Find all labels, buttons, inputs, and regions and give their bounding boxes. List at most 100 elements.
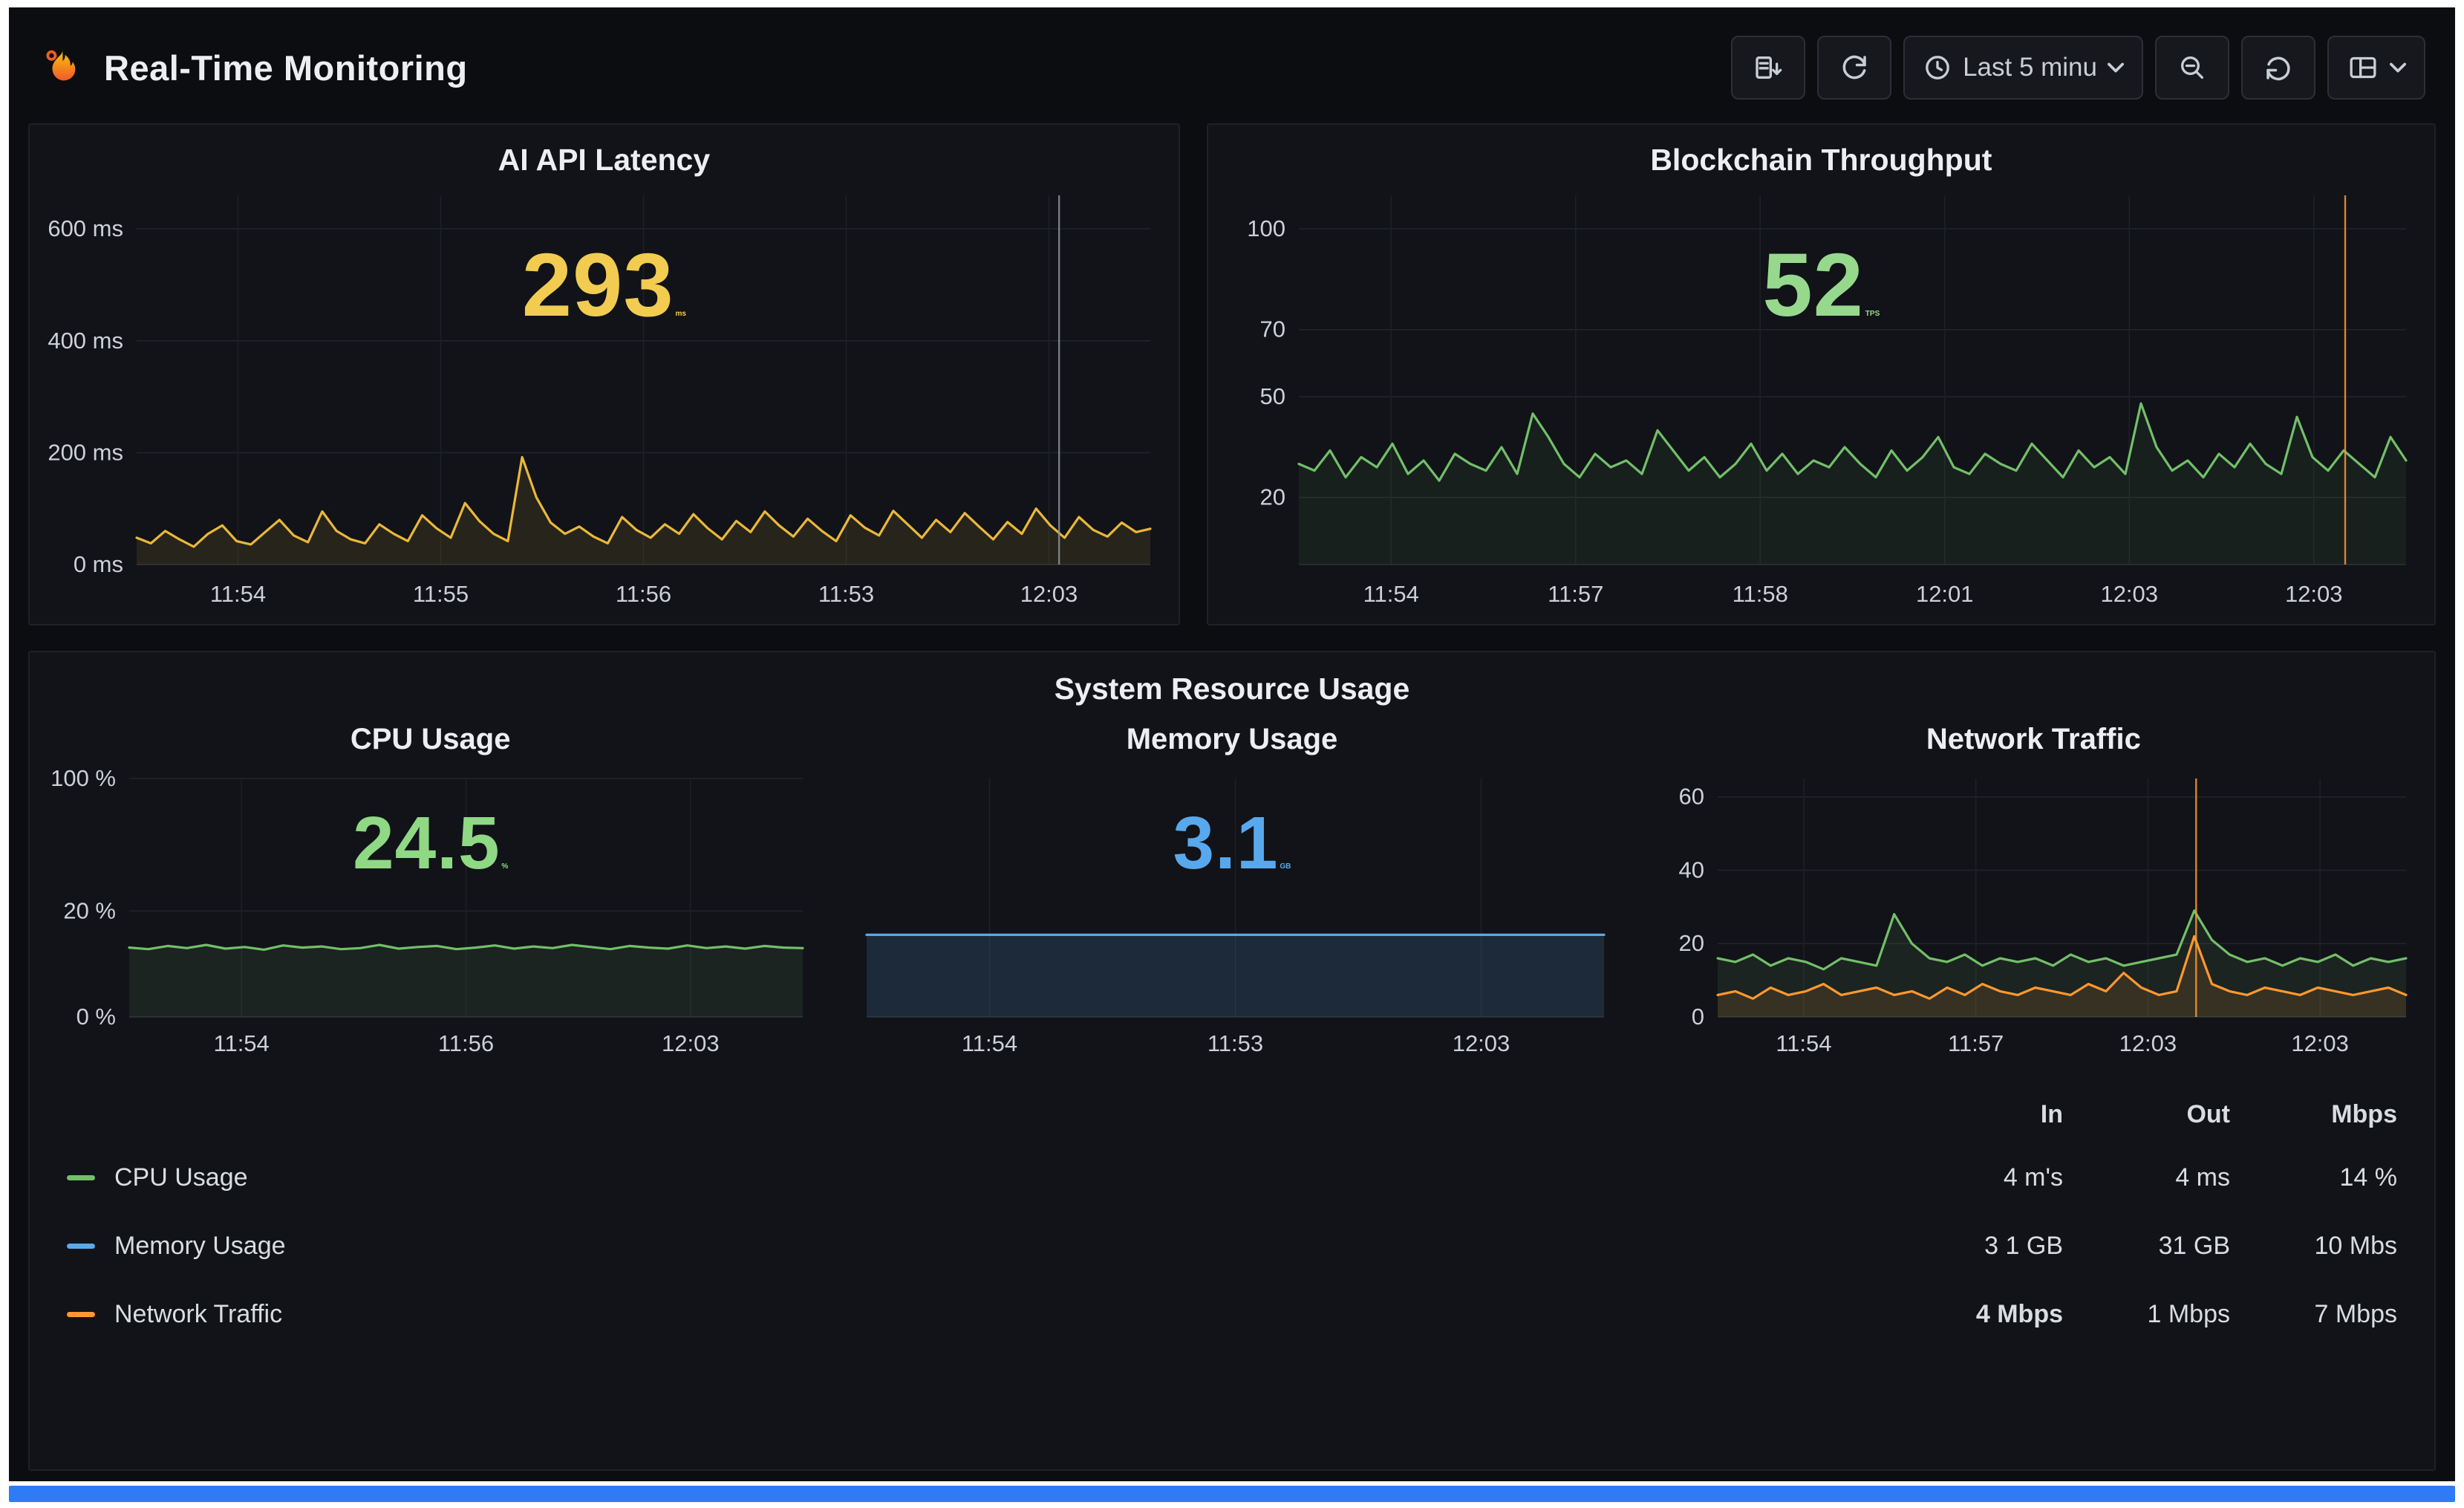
- toolbar: Last 5 minu: [1731, 36, 2425, 100]
- legend-label-memory[interactable]: Memory Usage: [67, 1232, 1896, 1261]
- clock-icon: [1926, 56, 1949, 79]
- memory-usage-sub-panel: Memory Usage 11:54 11:53 12:03 3.1 GB: [847, 717, 1616, 1066]
- legend-value: 3 1 GB: [1984, 1231, 2063, 1260]
- panel-list-icon: [1756, 56, 1782, 79]
- sub-panel-title: Network Traffic: [1926, 723, 2141, 755]
- time-range-label: Last 5 minu: [1963, 53, 2097, 82]
- svg-text:100: 100: [1247, 215, 1285, 241]
- cpu-chart-area: 100 % 20 % 0 % 11:54 11:56 12:03 24.5%: [46, 768, 815, 1066]
- svg-text:100 %: 100 %: [50, 768, 116, 791]
- svg-text:12:03: 12:03: [2285, 581, 2343, 607]
- legend-value: 4 m's: [2003, 1163, 2063, 1192]
- legend-label-network[interactable]: Network Traffic: [67, 1300, 1896, 1329]
- throughput-chart[interactable]: 100 70 50 20 11:54 11:57 11:58 12:01 12:03 12:03: [1225, 185, 2418, 617]
- svg-text:12:01: 12:01: [1916, 581, 1974, 607]
- cycle-icon: [1842, 55, 1866, 79]
- panel-title: AI API Latency: [498, 143, 711, 177]
- section-title: System Resource Usage: [1054, 672, 1410, 706]
- svg-text:20 %: 20 %: [63, 897, 116, 923]
- memory-chart-area: 11:54 11:53 12:03 3.1 GB: [847, 768, 1616, 1066]
- svg-text:11:55: 11:55: [413, 581, 469, 607]
- legend-value: 10 Mbs: [2314, 1231, 2398, 1260]
- network-series-swatch: [67, 1311, 95, 1317]
- dashboard: Real-Time Monitoring: [9, 7, 2455, 1481]
- legend-header-out[interactable]: Out: [2186, 1099, 2230, 1128]
- layout-picker-button[interactable]: [2327, 36, 2425, 100]
- svg-text:11:56: 11:56: [616, 581, 671, 607]
- refresh-button[interactable]: [2241, 36, 2315, 100]
- layout-icon: [2350, 56, 2376, 79]
- zoom-out-button[interactable]: [2155, 36, 2229, 100]
- svg-text:12:03: 12:03: [2291, 1030, 2349, 1056]
- resource-charts-row: CPU Usage 100 % 20 % 0 % 11:54 11:56 12:03 24…: [46, 717, 2418, 1066]
- throughput-chart-area: 100 70 50 20 11:54 11:57 11:58 12:01 12:03 12:03 …: [1225, 185, 2418, 617]
- svg-text:200 ms: 200 ms: [48, 439, 123, 465]
- legend-value: 1 Mbps: [2147, 1299, 2231, 1328]
- legend-label-text: CPU Usage: [114, 1163, 248, 1192]
- cpu-usage-sub-panel: CPU Usage 100 % 20 % 0 % 11:54 11:56 12:03 24…: [46, 717, 815, 1066]
- svg-text:11:58: 11:58: [1732, 581, 1787, 607]
- svg-text:70: 70: [1259, 316, 1285, 342]
- page-title: Real-Time Monitoring: [104, 48, 468, 88]
- svg-text:12:03: 12:03: [662, 1030, 720, 1056]
- grafana-logo-icon[interactable]: [39, 46, 82, 89]
- chevron-down-icon: [2390, 62, 2406, 73]
- svg-text:12:03: 12:03: [1020, 581, 1078, 607]
- svg-text:20: 20: [1678, 930, 1704, 956]
- svg-text:0: 0: [1691, 1004, 1704, 1030]
- svg-text:11:56: 11:56: [438, 1030, 494, 1056]
- svg-text:400 ms: 400 ms: [48, 328, 123, 354]
- panel-blockchain-throughput: Blockchain Throughput 100 70 50 20 11:54 11:5…: [1206, 123, 2436, 625]
- svg-text:600 ms: 600 ms: [48, 215, 123, 241]
- legend-label-cpu[interactable]: CPU Usage: [67, 1163, 1896, 1192]
- sub-panel-title: Memory Usage: [1126, 723, 1338, 755]
- svg-text:11:57: 11:57: [1548, 581, 1603, 607]
- network-chart[interactable]: 60 40 20 0 11:54 11:57 12:03 12:03: [1649, 768, 2418, 1066]
- svg-text:12:03: 12:03: [2119, 1030, 2177, 1056]
- legend-label-text: Network Traffic: [114, 1299, 283, 1328]
- svg-text:12:03: 12:03: [2100, 581, 2158, 607]
- cpu-chart[interactable]: 100 % 20 % 0 % 11:54 11:56 12:03: [46, 768, 815, 1066]
- network-traffic-sub-panel: Network Traffic 60 40 20 0 11:54 11:57 12:03 12…: [1649, 717, 2418, 1066]
- panel-system-resource-usage: System Resource Usage CPU Usage 100 % 20 …: [28, 651, 2436, 1471]
- legend-row-cpu: CPU Usage 4 m's 4 ms 14 %: [53, 1143, 2411, 1212]
- legend-value: 4 ms: [2175, 1163, 2230, 1192]
- memory-chart[interactable]: 11:54 11:53 12:03: [847, 768, 1616, 1066]
- legend-value: 7 Mbps: [2314, 1299, 2398, 1328]
- svg-text:60: 60: [1678, 784, 1704, 810]
- svg-text:50: 50: [1259, 383, 1285, 409]
- latency-chart[interactable]: 600 ms 400 ms 200 ms 0 ms 11:54 11:55 11:56 11:…: [46, 185, 1162, 617]
- legend-row-memory: Memory Usage 3 1 GB 31 GB 10 Mbs: [53, 1212, 2411, 1280]
- legend-header-in[interactable]: In: [2040, 1099, 2063, 1128]
- time-range-button[interactable]: Last 5 minu: [1903, 36, 2143, 100]
- svg-text:11:54: 11:54: [1363, 581, 1418, 607]
- svg-text:11:53: 11:53: [818, 581, 874, 607]
- bottom-accent-bar: [9, 1486, 2455, 1502]
- legend-header-row: In Out Mbps: [53, 1085, 2411, 1143]
- svg-text:11:54: 11:54: [962, 1030, 1017, 1056]
- legend-table: In Out Mbps CPU Usage 4 m's 4 ms 14 %: [46, 1085, 2418, 1348]
- top-panel-row: AI API Latency 600 ms 400 ms 200 ms 0 ms 11:…: [28, 123, 2436, 625]
- zoom-out-icon: [2181, 56, 2203, 79]
- legend-value: 14 %: [2339, 1163, 2398, 1192]
- legend-label-text: Memory Usage: [114, 1231, 286, 1260]
- svg-text:11:54: 11:54: [210, 581, 266, 607]
- svg-text:11:53: 11:53: [1207, 1030, 1263, 1056]
- panel-menu-button[interactable]: [1731, 36, 1806, 100]
- svg-text:11:57: 11:57: [1948, 1030, 2004, 1056]
- svg-text:0 %: 0 %: [76, 1004, 116, 1030]
- legend-row-network: Network Traffic 4 Mbps 1 Mbps 7 Mbps: [53, 1280, 2411, 1348]
- cycle-view-button[interactable]: [1817, 36, 1892, 100]
- svg-text:20: 20: [1259, 484, 1285, 510]
- chevron-down-icon: [2108, 62, 2124, 73]
- legend-header-mbps[interactable]: Mbps: [2331, 1099, 2397, 1128]
- refresh-icon: [2266, 56, 2290, 81]
- svg-text:40: 40: [1678, 857, 1704, 883]
- panel-ai-api-latency: AI API Latency 600 ms 400 ms 200 ms 0 ms 11:…: [28, 123, 1180, 625]
- latency-chart-area: 600 ms 400 ms 200 ms 0 ms 11:54 11:55 11:56 11:…: [46, 185, 1162, 617]
- svg-text:0 ms: 0 ms: [74, 551, 123, 577]
- svg-text:11:54: 11:54: [1776, 1030, 1831, 1056]
- network-chart-area: 60 40 20 0 11:54 11:57 12:03 12:03: [1649, 768, 2418, 1066]
- legend-value: 31 GB: [2158, 1231, 2230, 1260]
